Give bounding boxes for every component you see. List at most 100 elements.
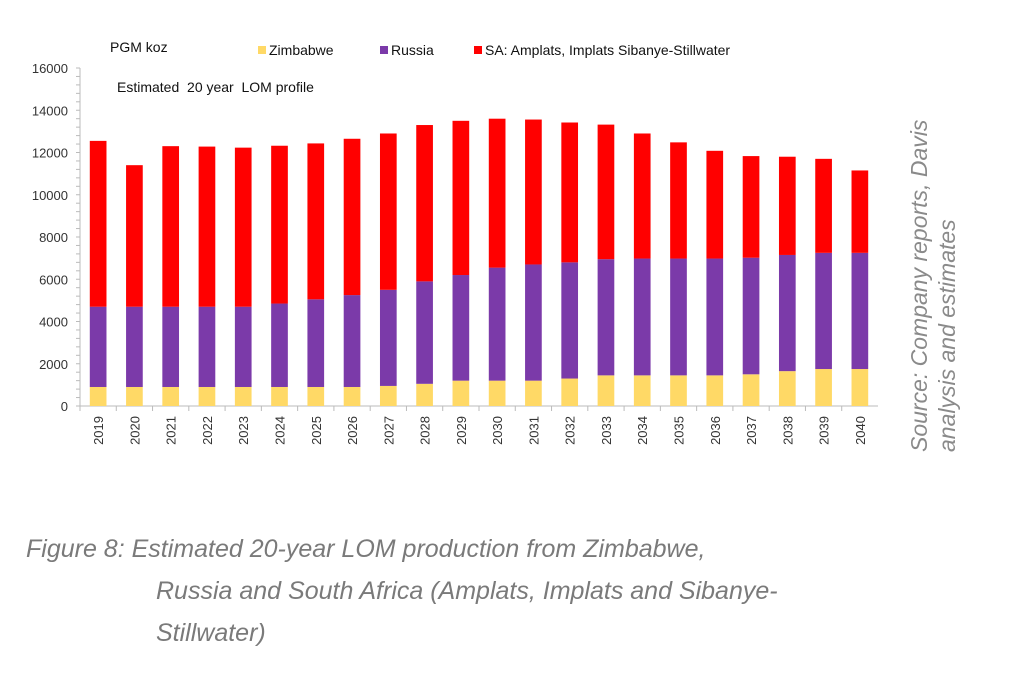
- bar-sa-2038: [778, 156, 796, 255]
- bar-russia-2040: [851, 252, 869, 370]
- bar-russia-2019: [89, 306, 107, 387]
- bar-zimbabwe-2025: [307, 386, 325, 406]
- bar-zimbabwe-2034: [633, 375, 651, 406]
- x-tick-label: 2037: [744, 416, 759, 445]
- caption-line: Russia and South Africa (Amplats, Implat…: [156, 577, 778, 605]
- bar-zimbabwe-2031: [525, 380, 542, 406]
- bar-zimbabwe-2037: [742, 374, 760, 406]
- bar-russia-2037: [742, 257, 760, 375]
- x-tick-label: 2038: [780, 416, 795, 445]
- stacked-bar-chart: 0 2000 4000 6000 8000 10000 12000 14000 16000 201…: [32, 61, 878, 445]
- legend-zimbabwe: Zimbabwe: [258, 42, 334, 58]
- x-tick-label: 2029: [454, 416, 469, 445]
- bar-zimbabwe-2026: [343, 386, 361, 406]
- bar-sa-2026: [343, 138, 361, 296]
- bar-sa-2040: [851, 170, 869, 253]
- bar-sa-2021: [162, 146, 180, 307]
- x-tick-label: 2033: [599, 416, 614, 445]
- bar-sa-2028: [416, 125, 433, 282]
- bar-sa-2036: [706, 150, 724, 259]
- bar-sa-2031: [525, 119, 542, 265]
- y-tick-label: 6000: [39, 272, 68, 287]
- legend-label: SA: Amplats, Implats Sibanye-Stillwater: [485, 42, 731, 58]
- legend-swatch: [380, 46, 388, 54]
- bar-russia-2035: [670, 258, 687, 376]
- bar-sa-2030: [488, 118, 506, 268]
- x-tick-label: 2035: [672, 416, 687, 445]
- bar-sa-2032: [561, 122, 579, 263]
- bar-russia-2027: [379, 289, 397, 386]
- bar-russia-2022: [198, 306, 216, 387]
- bar-russia-2026: [343, 295, 361, 387]
- x-tick-label: 2023: [236, 416, 251, 445]
- bar-zimbabwe-2022: [198, 386, 216, 406]
- bar-russia-2023: [234, 306, 252, 387]
- bar-zimbabwe-2032: [561, 378, 579, 406]
- bar-zimbabwe-2024: [271, 386, 288, 406]
- x-tick-label: 2022: [200, 416, 215, 445]
- y-tick-label: 12000: [32, 146, 68, 161]
- x-tick-label: 2020: [127, 416, 142, 445]
- x-tick-label: 2040: [853, 416, 868, 445]
- bar-sa-2035: [670, 142, 687, 259]
- legend-label: Zimbabwe: [269, 42, 334, 58]
- legend-sa: SA: Amplats, Implats Sibanye-Stillwater: [474, 42, 730, 58]
- x-tick-label: 2026: [345, 416, 360, 445]
- legend-swatch: [258, 46, 266, 54]
- x-tick-label: 2025: [309, 416, 324, 445]
- bar-zimbabwe-2030: [488, 380, 506, 406]
- bar-sa-2022: [198, 146, 216, 307]
- bar-russia-2032: [561, 262, 579, 379]
- bar-sa-2039: [815, 158, 832, 253]
- bar-zimbabwe-2036: [706, 375, 724, 406]
- bar-sa-2029: [452, 120, 470, 276]
- bar-zimbabwe-2023: [234, 386, 252, 406]
- bar-russia-2034: [633, 258, 651, 376]
- bar-zimbabwe-2029: [452, 380, 470, 406]
- y-tick-label: 8000: [39, 230, 68, 245]
- x-tick-label: 2036: [708, 416, 723, 445]
- bar-sa-2033: [597, 124, 615, 260]
- legend-russia: Russia: [380, 42, 434, 58]
- chart-subtitle: Estimated 20 year LOM profile: [117, 79, 314, 95]
- x-tick-label: 2024: [273, 416, 288, 445]
- bar-sa-2020: [126, 165, 143, 307]
- caption-line: Stillwater): [156, 619, 266, 647]
- y-tick-label: 0: [61, 399, 68, 414]
- x-tick-label: 2031: [526, 416, 541, 445]
- legend-label: Russia: [391, 42, 434, 58]
- bar-zimbabwe-2019: [89, 386, 107, 406]
- x-tick-label: 2032: [563, 416, 578, 445]
- source-note: Source: Company reports, Davis analysis …: [906, 119, 960, 452]
- legend-swatch: [474, 46, 482, 54]
- x-tick-label: 2030: [490, 416, 505, 445]
- bar-russia-2039: [815, 252, 832, 370]
- bar-russia-2031: [525, 264, 542, 381]
- bar-russia-2025: [307, 299, 325, 387]
- bar-zimbabwe-2039: [815, 369, 832, 406]
- x-tick-label: 2034: [635, 416, 650, 445]
- unit-label: PGM koz: [110, 39, 168, 55]
- bar-sa-2037: [742, 156, 760, 258]
- bar-russia-2038: [778, 254, 796, 372]
- bar-russia-2030: [488, 267, 506, 381]
- bar-zimbabwe-2027: [379, 385, 397, 406]
- x-tick-label: 2027: [381, 416, 396, 445]
- bar-russia-2021: [162, 306, 180, 387]
- bar-sa-2034: [633, 133, 651, 259]
- bar-zimbabwe-2028: [416, 383, 433, 406]
- x-tick-label: 2019: [91, 416, 106, 445]
- bar-sa-2025: [307, 143, 325, 300]
- x-tick-label: 2021: [164, 416, 179, 445]
- x-tick-label: 2039: [817, 416, 832, 445]
- y-tick-label: 16000: [32, 61, 68, 76]
- bar-sa-2023: [234, 147, 252, 307]
- bar-zimbabwe-2020: [126, 386, 143, 406]
- bar-zimbabwe-2038: [778, 371, 796, 406]
- x-tick-label: 2028: [418, 416, 433, 445]
- bar-zimbabwe-2021: [162, 386, 180, 406]
- y-tick-label: 2000: [39, 357, 68, 372]
- bar-russia-2028: [416, 281, 433, 384]
- y-tick-label: 10000: [32, 188, 68, 203]
- bar-russia-2024: [271, 303, 288, 387]
